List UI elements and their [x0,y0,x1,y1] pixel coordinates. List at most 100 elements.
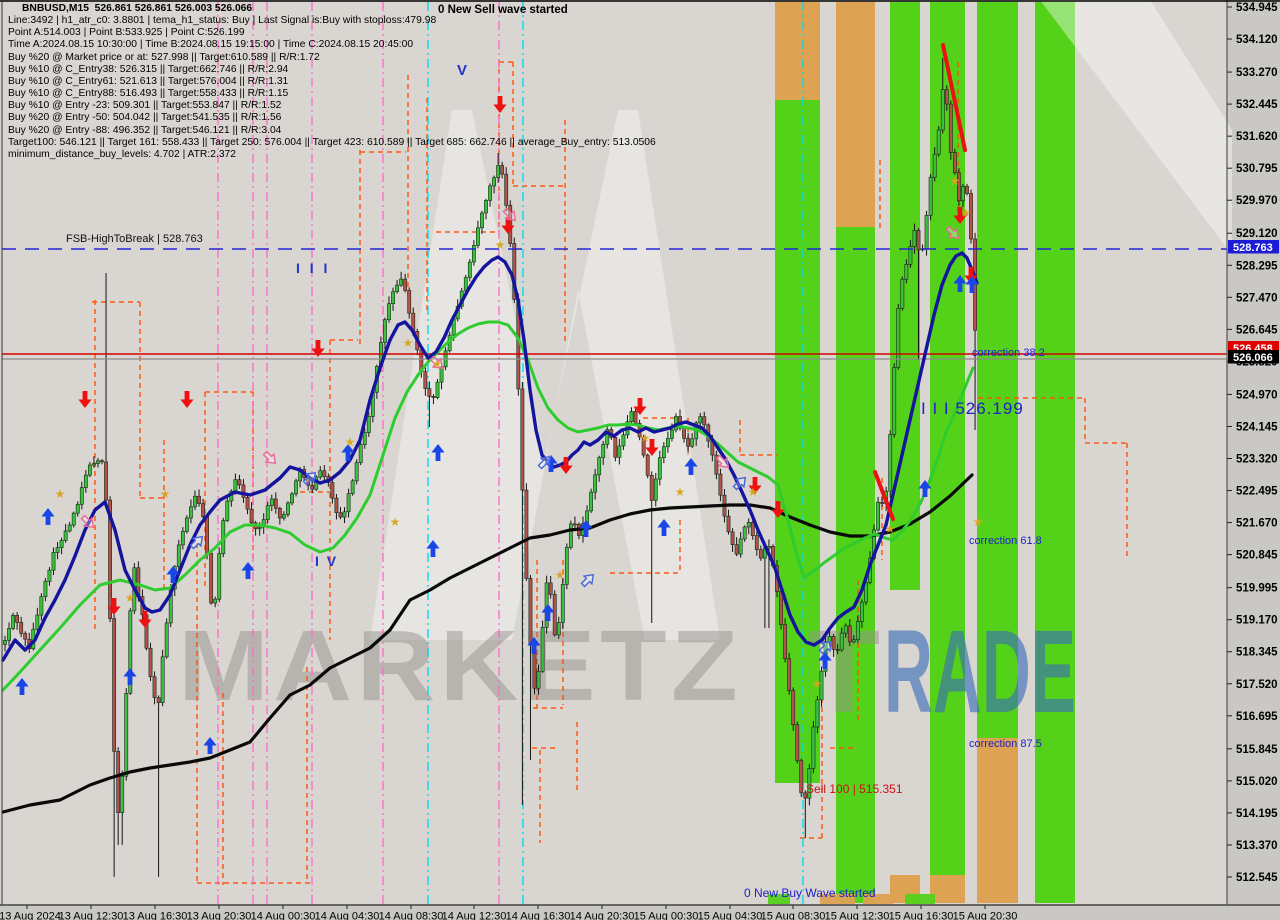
star-icon: ★ [640,431,651,445]
candle-up [435,381,440,398]
resume-down-arrow-icon [80,514,95,529]
candle-down [880,501,885,504]
candle-down [641,436,646,456]
sell-arrow-icon [180,391,194,408]
resume-down-arrow-icon [429,355,444,370]
resume-down-arrow-icon [945,225,960,240]
price-tick-label: 514.195 [1236,808,1278,820]
current-price-badge: 526.066 [1228,350,1279,364]
candle-down [237,479,242,486]
time-tick-label: 15 Aug 20:30 [953,911,1018,920]
candle-up [342,511,347,518]
candle-down [330,482,335,499]
buy-wave-note: 0 New Buy Wave started [744,886,876,900]
candle-up [467,261,472,278]
candle-up [358,444,363,463]
sell-arrow-icon [953,207,967,224]
buy-arrow-icon [953,275,967,292]
price-tick-label: 515.020 [1236,776,1278,788]
candle-up [346,493,351,513]
star-icon: ★ [950,174,961,188]
star-icon: ★ [160,487,171,501]
wave-strip-segment [768,894,790,904]
buy-wave-band [775,100,820,783]
candle-up [851,639,856,643]
candle-up [391,291,395,304]
candle-down [403,278,408,291]
candle-down [427,388,432,397]
candle-down [116,751,121,813]
info-line: Target100: 546.121 || Target 161: 558.43… [8,136,656,148]
candle-up [876,501,880,531]
price-tick-label: 521.670 [1236,518,1278,530]
price-tick-label: 529.120 [1236,228,1278,240]
price-tick-label: 517.520 [1236,679,1278,691]
candle-up [63,530,68,541]
sell-100-label: Sell 100 | 515.351 [806,782,903,796]
resume-up-arrow-icon [818,640,833,655]
buy-arrow-icon [541,604,555,621]
resume-down-arrow-icon [715,454,730,469]
sell-arrow-icon [311,340,325,357]
price-tick-label: 520.845 [1236,550,1278,562]
buy-arrow-icon [166,566,180,583]
candle-up [564,547,569,585]
candle-up [67,524,72,532]
candle-up [217,553,222,600]
candle-up [286,502,290,515]
candle-down [965,186,969,194]
candle-up [476,227,480,246]
red-trend-segment [873,470,895,521]
wave-strip-segment [905,894,935,904]
candle-up [265,505,270,520]
candle-down [152,676,157,698]
time-tick-label: 14 Aug 16:30 [506,911,571,920]
candle-down [795,724,800,761]
wave-5-label: V [457,62,468,79]
candle-up [164,622,169,658]
resume-up-arrow-icon [189,535,204,550]
candle-up [3,640,7,645]
candle-down [686,438,690,447]
candle-down [726,515,731,533]
candle-down [148,647,153,678]
candle-down [779,591,783,625]
price-axis-area[interactable] [1227,0,1280,920]
candle-up [294,480,298,495]
candle-down [803,792,808,799]
time-axis-area[interactable] [0,905,1280,920]
candle-up [560,584,565,623]
resume-up-arrow-icon [537,455,552,470]
time-tick-label: 14 Aug 04:30 [315,911,380,920]
candle-up [540,627,545,672]
svg-text:528.763: 528.763 [1233,242,1273,254]
candle-down [613,437,618,458]
candle-down [734,544,739,555]
candle-down [528,578,533,645]
candle-up [79,487,84,505]
candle-down [156,697,161,703]
wave-4-label: I V [315,553,339,569]
candle-up [860,601,864,622]
price-tick-label: 519.995 [1236,583,1278,595]
sell-arrow-icon [493,96,507,113]
candle-up [180,531,185,546]
candle-up [124,692,129,777]
info-line: Buy %20 @ Entry -88: 496.352 || Target:5… [8,124,282,136]
candle-up [601,444,606,458]
time-tick-label: 14 Aug 12:30 [442,911,507,920]
candle-up [665,438,670,448]
candle-up [807,768,812,799]
sell-wave-band [836,2,875,227]
candle-down [754,535,759,550]
candle-down [957,172,961,202]
candle-down [108,499,112,619]
price-tick-label: 515.845 [1236,744,1278,756]
candle-down [241,484,246,498]
candle-up [556,622,561,636]
sell-arrow-icon [771,501,785,518]
candle-up [213,598,218,604]
price-tick-label: 527.470 [1236,292,1278,304]
